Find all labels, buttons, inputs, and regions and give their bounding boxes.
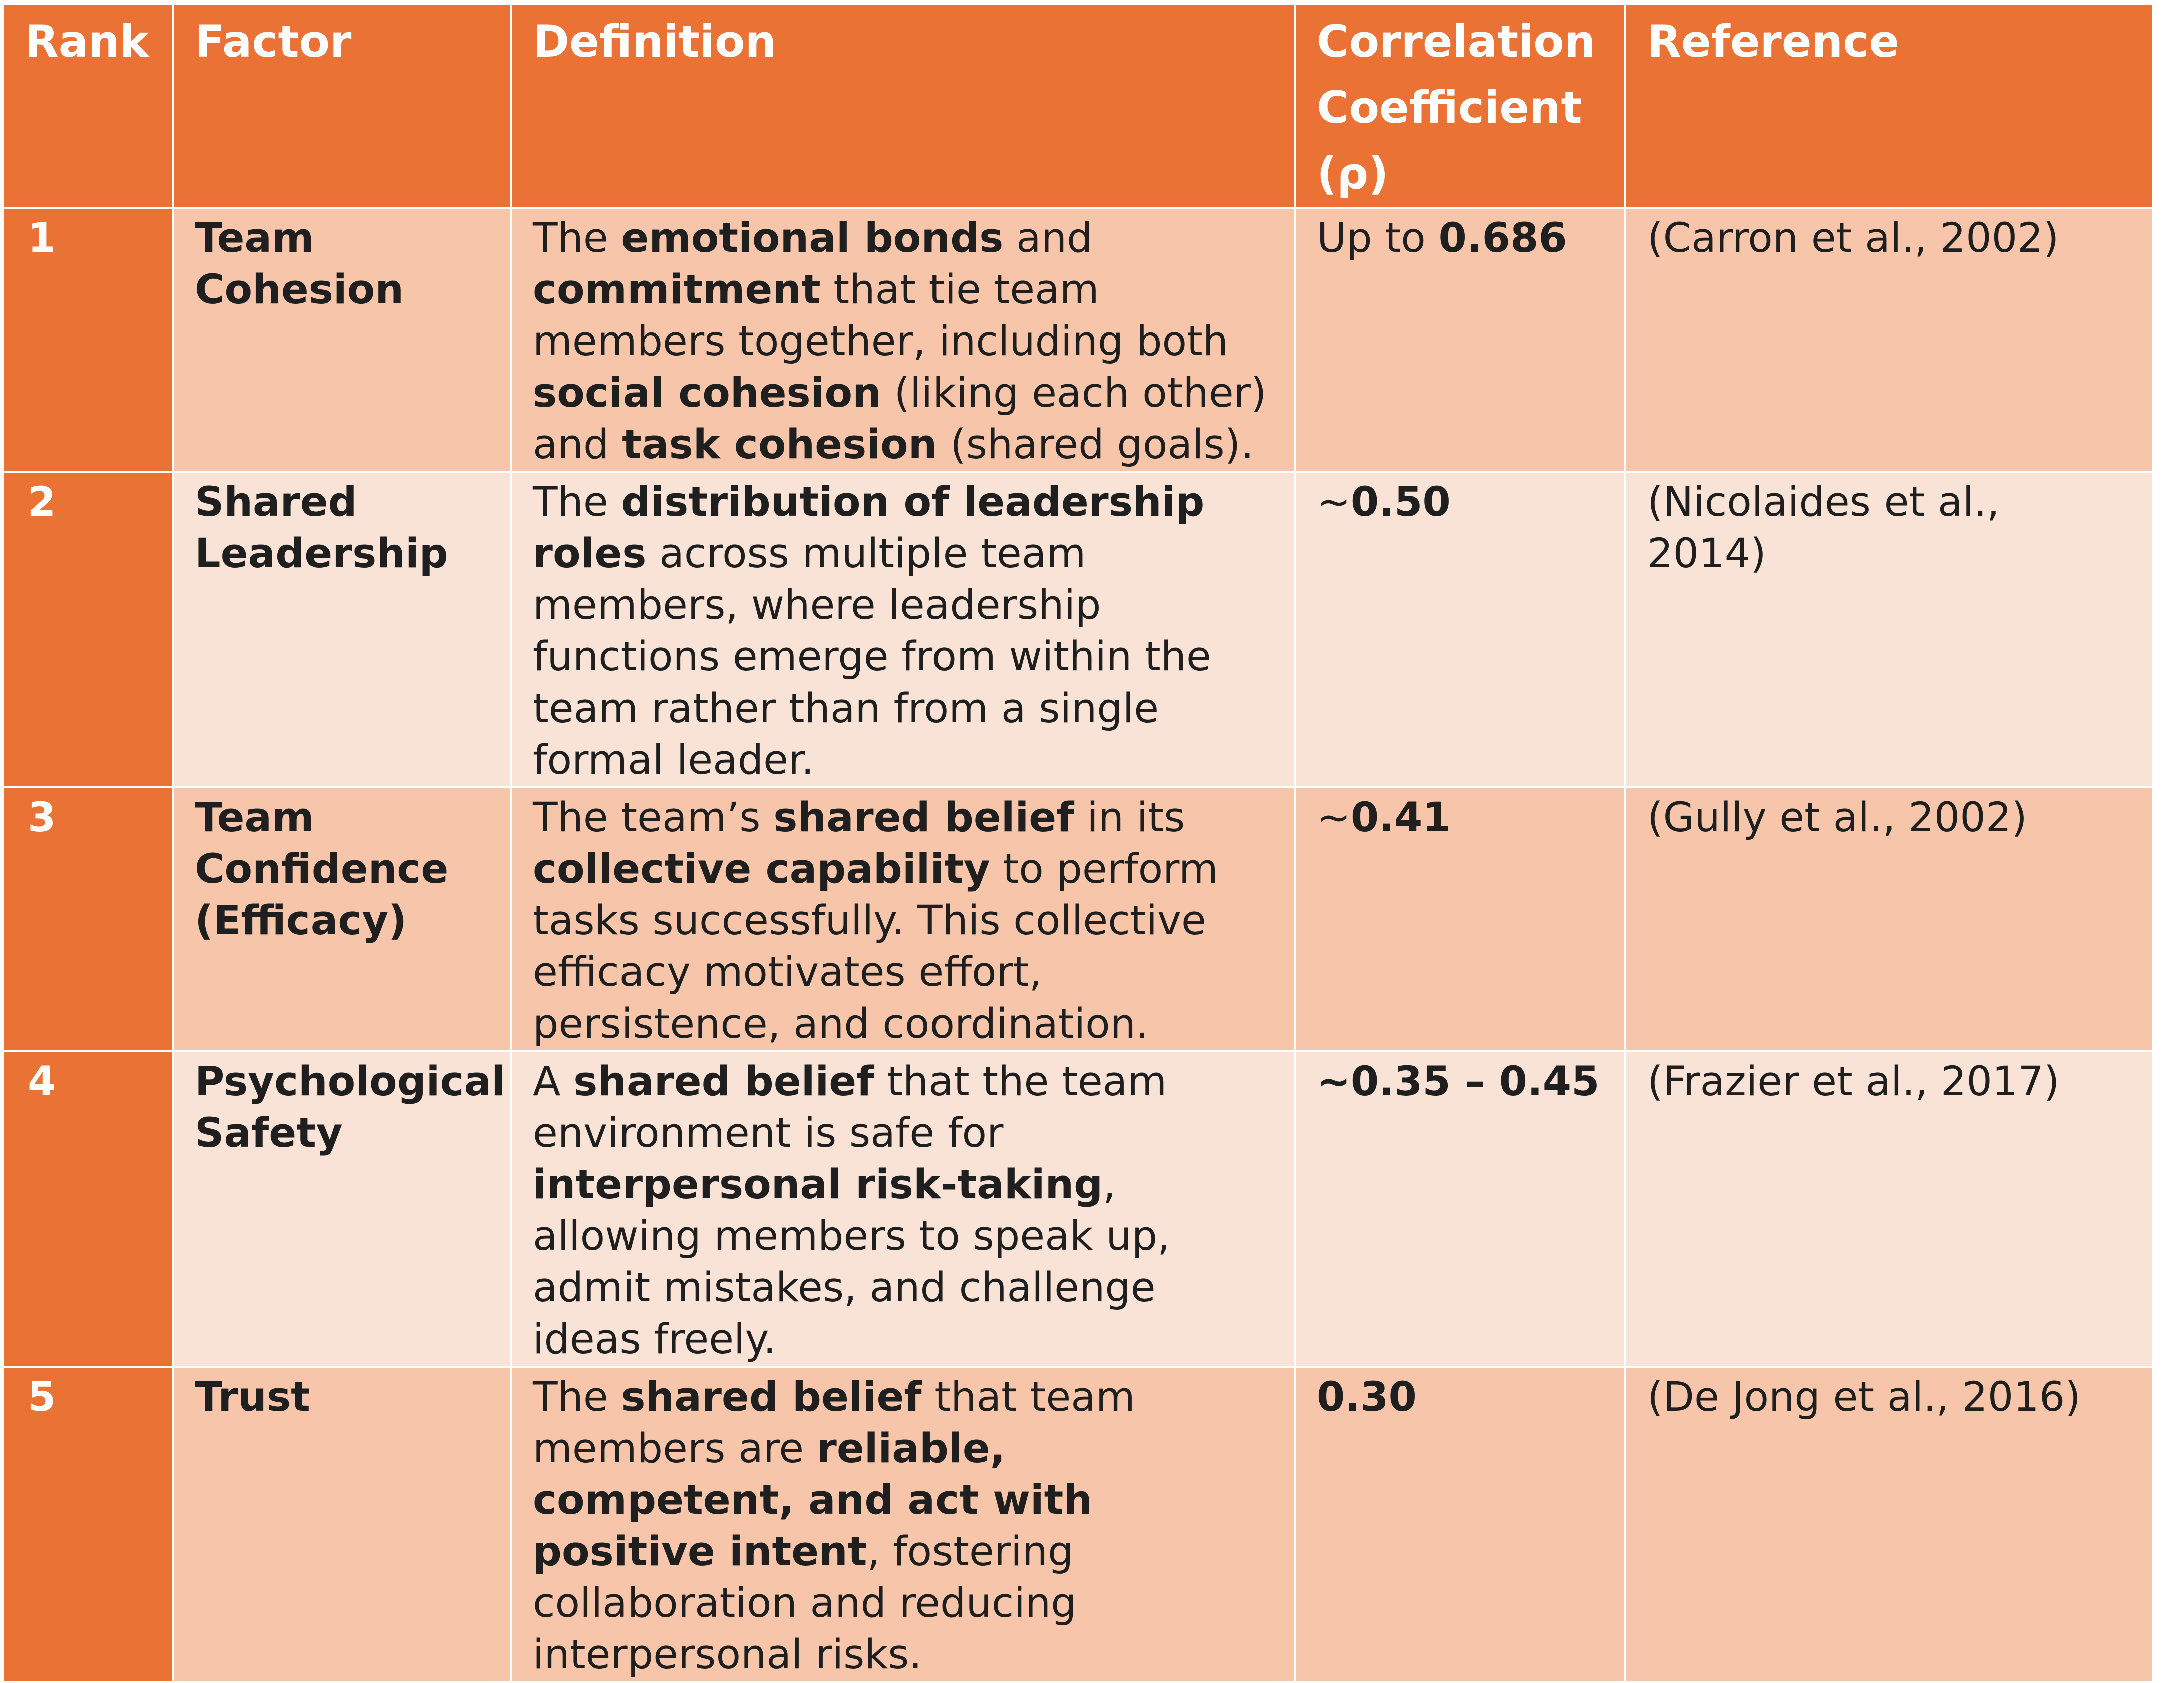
emphasis-text: shared belief <box>773 794 1074 841</box>
header-definition: Definition <box>510 3 1296 209</box>
table-body: 1 Team Cohesion The emotional bonds and … <box>2 207 2154 1683</box>
reference-cell: (Carron et al., 2002) <box>1624 207 2154 473</box>
factor-cell: Psychological Safety <box>172 1050 512 1368</box>
definition-cell: The emotional bonds and commitment that … <box>510 207 1296 473</box>
factor-cell: Shared Leadership <box>172 471 512 788</box>
emphasis-text: interpersonal risk-taking <box>533 1161 1103 1208</box>
correlation-cell: 0.30 <box>1294 1366 1626 1683</box>
reference-cell: (Gully et al., 2002) <box>1624 786 2154 1052</box>
table-row: 3 Team Confidence (Efficacy) The team’s … <box>2 786 2154 1052</box>
emphasis-text: reliable, competent, and act with positi… <box>533 1425 1093 1575</box>
definition-cell: A shared belief that the team environmen… <box>510 1050 1296 1368</box>
emphasis-text: collective capability <box>533 846 990 893</box>
emphasis-text: 0.50 <box>1350 479 1451 526</box>
reference-cell: (Nicolaides et al., 2014) <box>1624 471 2154 788</box>
definition-cell: The distribution of leadership roles acr… <box>510 471 1296 788</box>
correlation-cell: ~0.35 – 0.45 <box>1294 1050 1626 1368</box>
table-header: Rank Factor Definition Correlation Coeff… <box>2 3 2154 209</box>
emphasis-text: commitment <box>533 266 821 313</box>
rank-cell: 1 <box>2 207 174 473</box>
rank-cell: 2 <box>2 471 174 788</box>
table-row: 5 Trust The shared belief that team memb… <box>2 1366 2154 1683</box>
emphasis-text: distribution of leadership roles <box>533 479 1205 577</box>
emphasis-text: shared belief <box>573 1058 874 1105</box>
header-correlation: Correlation Coefficient (ρ) <box>1294 3 1626 209</box>
factor-cell: Trust <box>172 1366 512 1683</box>
emphasis-text: ~0.35 – 0.45 <box>1317 1058 1600 1105</box>
rank-cell: 5 <box>2 1366 174 1683</box>
header-row: Rank Factor Definition Correlation Coeff… <box>2 3 2154 209</box>
factor-cell: Team Confidence (Efficacy) <box>172 786 512 1052</box>
emphasis-text: task cohesion <box>622 421 938 468</box>
reference-cell: (Frazier et al., 2017) <box>1624 1050 2154 1368</box>
emphasis-text: 0.30 <box>1317 1374 1417 1421</box>
emphasis-text: shared belief <box>621 1374 922 1421</box>
factors-table: Rank Factor Definition Correlation Coeff… <box>2 3 2154 1683</box>
correlation-cell: Up to 0.686 <box>1294 207 1626 473</box>
reference-cell: (De Jong et al., 2016) <box>1624 1366 2154 1683</box>
emphasis-text: social cohesion <box>533 370 881 417</box>
factor-cell: Team Cohesion <box>172 207 512 473</box>
emphasis-text: 0.686 <box>1438 215 1567 262</box>
definition-cell: The team’s shared belief in its collecti… <box>510 786 1296 1052</box>
correlation-cell: ~0.41 <box>1294 786 1626 1052</box>
header-rank: Rank <box>2 3 174 209</box>
header-factor: Factor <box>172 3 512 209</box>
table-row: 4 Psychological Safety A shared belief t… <box>2 1050 2154 1368</box>
rank-cell: 3 <box>2 786 174 1052</box>
rank-cell: 4 <box>2 1050 174 1368</box>
table-row: 2 Shared Leadership The distribution of … <box>2 471 2154 788</box>
emphasis-text: emotional bonds <box>621 215 1004 262</box>
header-reference: Reference <box>1624 3 2154 209</box>
correlation-cell: ~0.50 <box>1294 471 1626 788</box>
table-row: 1 Team Cohesion The emotional bonds and … <box>2 207 2154 473</box>
emphasis-text: 0.41 <box>1350 794 1451 841</box>
definition-cell: The shared belief that team members are … <box>510 1366 1296 1683</box>
